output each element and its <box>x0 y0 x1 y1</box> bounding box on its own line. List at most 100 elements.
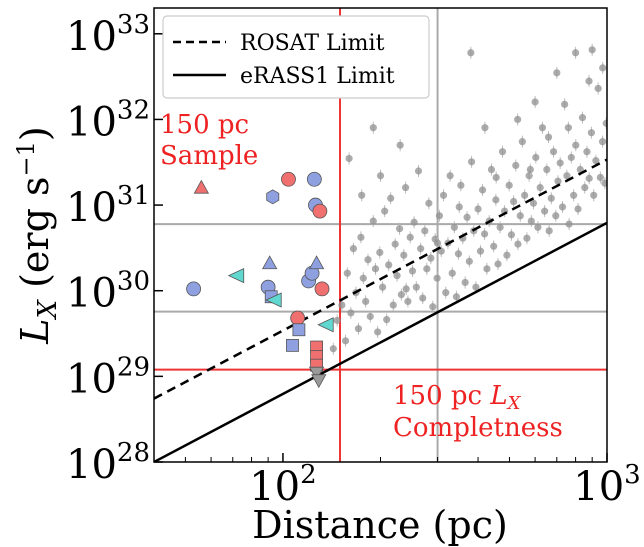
bg-point <box>578 111 587 124</box>
bg-point <box>574 202 582 215</box>
bg-point <box>461 276 469 289</box>
bg-point-marker <box>417 245 425 253</box>
bg-point <box>425 197 433 210</box>
y-tick-base: 10 <box>66 185 117 231</box>
bg-point-marker <box>558 203 567 211</box>
bg-point <box>490 240 498 253</box>
sample-point-circle <box>314 281 330 297</box>
bg-point <box>564 121 572 134</box>
legend: ROSAT Limit eRASS1 Limit <box>162 15 430 99</box>
bg-point <box>454 247 463 260</box>
y-tick-exp: 29 <box>117 352 150 382</box>
bg-point-marker <box>585 77 593 85</box>
bg-point-marker <box>400 251 408 259</box>
bg-point-marker <box>472 283 480 291</box>
bg-point-marker <box>512 161 520 170</box>
sample-point-square <box>286 338 299 352</box>
bg-point-marker <box>563 172 571 180</box>
bg-point <box>333 314 341 327</box>
bg-point <box>442 286 450 299</box>
bg-point <box>402 282 410 295</box>
bg-point <box>417 242 425 255</box>
bg-point <box>383 313 391 326</box>
bg-point-marker <box>452 293 461 301</box>
y-tick-base: 10 <box>66 271 117 317</box>
bg-point <box>531 95 539 108</box>
bg-point-marker <box>554 177 562 185</box>
y-tick-exp: 31 <box>117 181 150 211</box>
bg-point-marker <box>476 247 485 255</box>
bg-point <box>516 209 524 222</box>
bg-point <box>561 98 569 111</box>
bg-point <box>553 66 561 79</box>
bg-point <box>587 126 595 139</box>
bg-point <box>558 200 567 213</box>
y-axis-title: LX (erg s−1) <box>12 126 63 344</box>
bg-point-marker <box>538 124 547 132</box>
bg-point-marker <box>414 167 423 175</box>
bg-point-marker <box>442 289 450 297</box>
bg-point-marker <box>565 220 573 228</box>
bg-point <box>341 334 350 347</box>
bg-point-marker <box>439 191 448 199</box>
bg-point <box>572 139 580 152</box>
bg-point <box>474 202 482 215</box>
sample-point-triangle-up <box>261 255 278 270</box>
bg-point-marker <box>496 223 504 231</box>
bg-point-marker <box>391 240 399 248</box>
bg-point-marker <box>343 269 351 277</box>
annotation-sample-line2: Sample <box>160 141 258 171</box>
bg-point-marker <box>357 233 365 241</box>
bg-point <box>467 46 475 59</box>
bg-point-marker <box>404 297 412 306</box>
bg-point <box>427 252 435 265</box>
sample-point-triangle-left <box>227 268 245 284</box>
bg-point <box>378 281 387 294</box>
bg-point <box>512 159 520 172</box>
bg-point <box>534 221 542 234</box>
bg-point-marker <box>581 183 589 192</box>
y-tick-base: 10 <box>66 442 117 488</box>
bg-point <box>543 163 551 176</box>
bg-point-marker <box>588 46 596 54</box>
bg-point-marker <box>567 153 575 162</box>
bg-point <box>498 145 507 158</box>
bg-point <box>347 306 355 319</box>
bg-point <box>567 151 575 164</box>
bg-point <box>389 299 397 312</box>
bg-point <box>536 181 544 194</box>
annotation-completeness-var: L <box>489 381 507 411</box>
bg-point <box>366 310 374 323</box>
y-axis-units: (erg s <box>13 177 57 300</box>
y-tick-label: 1033 <box>66 10 150 60</box>
sample-point-square <box>292 323 306 337</box>
bg-point <box>467 155 476 168</box>
bg-point-marker <box>408 267 417 275</box>
bg-point-marker <box>410 218 418 226</box>
bg-point-marker <box>364 256 372 264</box>
bg-point <box>406 231 414 244</box>
bg-point <box>349 242 358 255</box>
bg-point <box>419 292 427 305</box>
bg-point <box>414 164 423 177</box>
sample-point-triangle-up <box>308 255 325 270</box>
bg-point-marker <box>507 231 516 239</box>
bg-point-marker <box>467 49 475 57</box>
bg-point-marker <box>381 207 389 215</box>
bg-point <box>371 262 380 275</box>
bg-point <box>510 195 518 208</box>
bg-point <box>357 231 365 244</box>
bg-point-marker <box>396 141 404 149</box>
bg-point <box>476 245 485 258</box>
limit-lines <box>154 158 607 462</box>
bg-point <box>387 192 395 205</box>
bg-point-marker <box>362 297 370 306</box>
bg-point <box>571 46 580 59</box>
sample-point-triangle-up <box>193 179 210 194</box>
bg-point-marker <box>596 173 604 182</box>
bg-point-marker <box>494 260 502 268</box>
bg-point <box>538 121 547 134</box>
bg-point-marker <box>401 183 410 192</box>
bg-point <box>478 183 487 196</box>
bg-point-marker <box>487 165 496 174</box>
